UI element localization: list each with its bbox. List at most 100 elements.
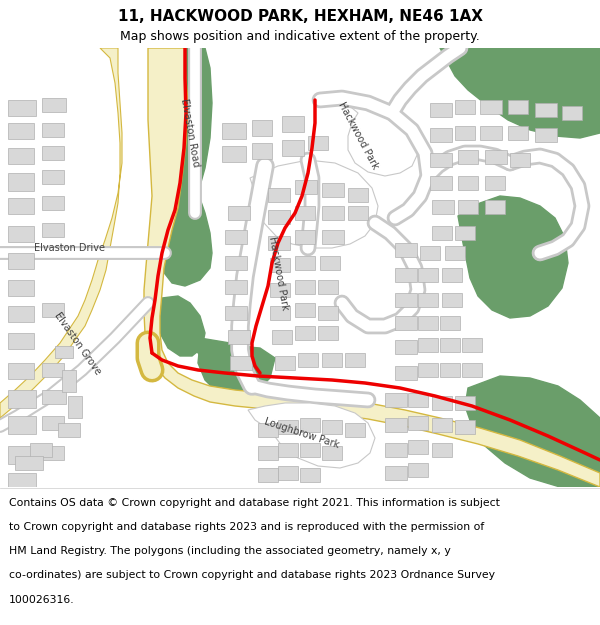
Bar	[442, 293, 462, 307]
Bar	[42, 196, 64, 210]
Polygon shape	[458, 196, 568, 318]
Bar	[322, 446, 342, 460]
Bar	[225, 280, 247, 294]
Bar	[8, 173, 34, 191]
Bar	[8, 416, 36, 434]
Bar	[430, 176, 452, 190]
Bar	[300, 468, 320, 482]
Bar	[432, 200, 454, 214]
Bar	[385, 418, 407, 432]
Polygon shape	[158, 48, 212, 230]
Bar	[455, 126, 475, 140]
Bar	[535, 103, 557, 117]
Polygon shape	[465, 376, 600, 487]
Polygon shape	[194, 338, 258, 366]
Bar	[510, 153, 530, 167]
Bar	[282, 140, 304, 156]
Bar	[455, 226, 475, 240]
Bar	[418, 316, 438, 330]
Bar	[278, 420, 298, 434]
Text: Map shows position and indicative extent of the property.: Map shows position and indicative extent…	[120, 30, 480, 42]
Bar	[440, 338, 460, 352]
Bar	[228, 206, 250, 220]
Text: HM Land Registry. The polygons (including the associated geometry, namely x, y: HM Land Registry. The polygons (includin…	[9, 546, 451, 556]
Bar	[270, 258, 290, 272]
Bar	[8, 306, 34, 322]
Polygon shape	[0, 48, 122, 418]
Bar	[458, 150, 478, 164]
Bar	[345, 423, 365, 437]
Bar	[258, 468, 278, 482]
Bar	[420, 246, 440, 260]
Bar	[230, 356, 252, 370]
Text: 11, HACKWOOD PARK, HEXHAM, NE46 1AX: 11, HACKWOOD PARK, HEXHAM, NE46 1AX	[118, 9, 482, 24]
Bar	[455, 420, 475, 434]
Bar	[322, 230, 344, 244]
Bar	[8, 148, 34, 164]
Bar	[222, 146, 246, 162]
Text: 100026316.: 100026316.	[9, 594, 74, 604]
Bar	[430, 128, 452, 142]
Polygon shape	[158, 193, 212, 286]
Bar	[345, 353, 365, 367]
Bar	[252, 120, 272, 136]
Bar	[42, 363, 64, 377]
Text: Hackwood Park: Hackwood Park	[336, 101, 380, 171]
Bar	[320, 256, 340, 270]
Polygon shape	[440, 48, 600, 138]
Bar	[8, 473, 36, 487]
Bar	[300, 443, 320, 457]
Bar	[480, 100, 502, 114]
Bar	[318, 280, 338, 294]
Bar	[225, 256, 247, 270]
Bar	[385, 393, 407, 407]
Text: Elvaston Drive: Elvaston Drive	[35, 243, 106, 253]
Bar	[42, 303, 64, 317]
Bar	[55, 346, 73, 358]
Polygon shape	[248, 403, 375, 468]
Bar	[432, 396, 452, 410]
Bar	[385, 466, 407, 480]
Bar	[68, 396, 82, 418]
Bar	[385, 443, 407, 457]
Bar	[462, 338, 482, 352]
Bar	[278, 443, 298, 457]
Bar	[562, 106, 582, 120]
Text: Hackwood Park: Hackwood Park	[266, 236, 289, 311]
Bar	[418, 268, 438, 282]
Bar	[455, 396, 475, 410]
Bar	[322, 353, 342, 367]
Bar	[278, 466, 298, 480]
Bar	[432, 226, 452, 240]
Text: Loughbrow Park: Loughbrow Park	[263, 416, 341, 450]
Bar	[535, 128, 557, 142]
Bar	[322, 420, 342, 434]
Bar	[42, 416, 64, 430]
Bar	[308, 136, 328, 150]
Bar	[282, 116, 304, 132]
Bar	[432, 418, 452, 432]
Bar	[252, 143, 272, 159]
Bar	[30, 443, 52, 457]
Bar	[462, 363, 482, 377]
Bar	[432, 443, 452, 457]
Bar	[268, 188, 290, 202]
Bar	[295, 303, 315, 317]
Bar	[322, 206, 344, 220]
Bar	[440, 363, 460, 377]
Polygon shape	[315, 96, 418, 176]
Bar	[8, 100, 36, 116]
Bar	[430, 103, 452, 117]
Bar	[8, 123, 34, 139]
Bar	[395, 316, 417, 330]
Bar	[418, 293, 438, 307]
Bar	[8, 333, 34, 349]
Bar	[485, 200, 505, 214]
Bar	[445, 246, 465, 260]
Bar	[268, 210, 290, 224]
Bar	[485, 176, 505, 190]
Bar	[295, 230, 315, 244]
Bar	[268, 236, 290, 250]
Bar	[225, 230, 247, 244]
Bar	[318, 326, 338, 340]
